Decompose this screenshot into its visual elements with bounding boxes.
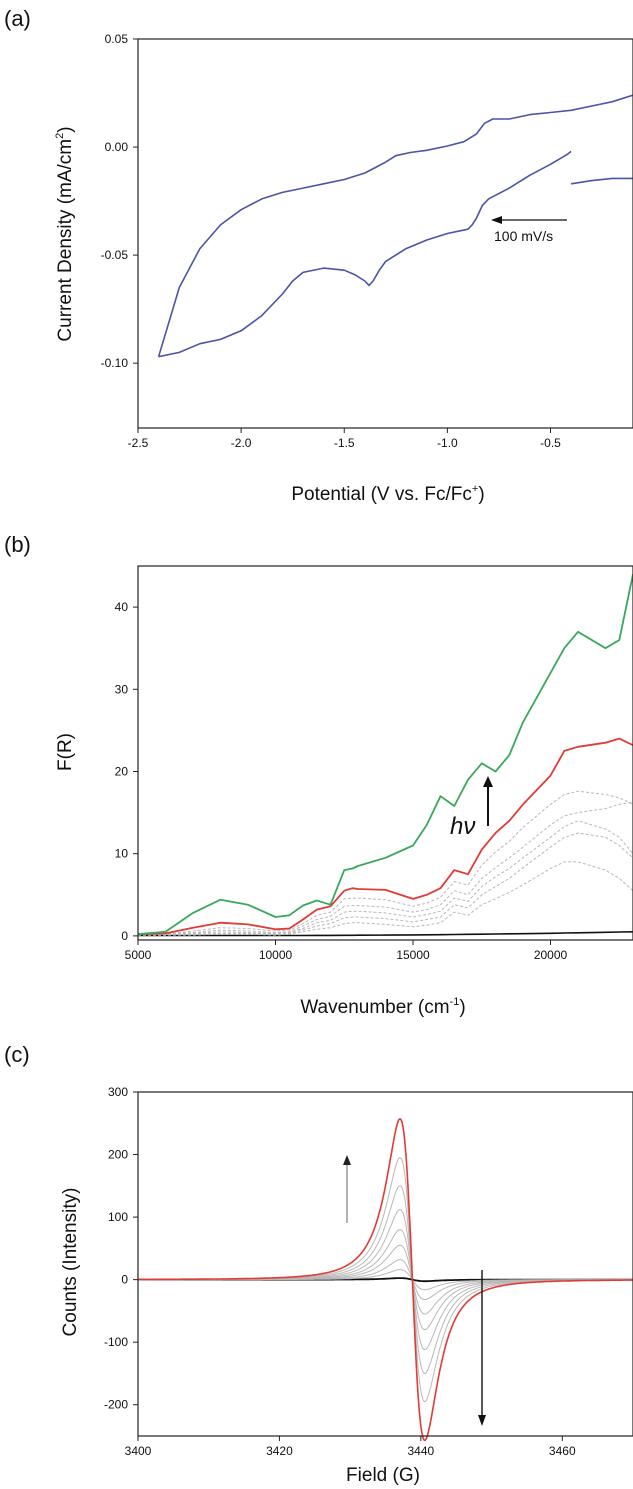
epr-trace-red: [137, 1118, 633, 1442]
cv-trace-3: [570, 177, 633, 185]
panel-a: (a) -2.5 -2.0 -1.5 -1.0 -0.5 0.05 0.00 -0.05 -0.…: [4, 6, 633, 505]
panel-b-ylabel: F(R): [55, 733, 76, 771]
panel-c-up-arrowhead: [343, 1155, 351, 1165]
panel-b-hv-label: hν: [450, 813, 475, 840]
x-tick-label: -1.5: [334, 436, 355, 450]
panel-c-plot: [137, 1118, 633, 1442]
y-tick-label: 10: [115, 847, 129, 861]
x-tick-label: 15000: [396, 948, 430, 962]
panel-c-frame: [137, 1091, 633, 1437]
x-tick-label: 10000: [259, 948, 293, 962]
y-tick-label: 30: [115, 682, 129, 696]
panel-c-down-arrowhead: [478, 1415, 486, 1426]
spectrum-line-gray: [137, 790, 633, 936]
x-tick-label: -1.0: [437, 436, 458, 450]
spectrum-line-black: [138, 931, 633, 937]
panel-b-light-arrowhead: [483, 776, 493, 787]
spectrum-line-green: [137, 574, 633, 936]
x-tick-label: 3440: [408, 1444, 435, 1458]
panel-a-ylabel: Current Density (mA/cm2): [54, 126, 76, 341]
panel-b-ticks: 5000 10000 15000 20000 0 10 20 30 40: [115, 600, 568, 962]
y-tick-label: -200: [104, 1398, 128, 1412]
x-tick-label: 3460: [549, 1444, 576, 1458]
y-tick-label: 0.05: [105, 32, 129, 46]
panel-b-plot: [137, 574, 633, 937]
cv-trace-2: [158, 150, 572, 358]
panel-a-scan-arrowhead: [491, 216, 502, 224]
y-tick-label: 0: [121, 929, 128, 943]
x-tick-label: 3400: [125, 1444, 152, 1458]
y-tick-label: 300: [108, 1085, 128, 1099]
x-tick-label: 20000: [534, 948, 568, 962]
spectrum-line-gray: [138, 861, 633, 936]
spectrum-line-gray: [138, 820, 633, 936]
panel-c: (c) 3400 3420 3440 3460 300 200 100 0 -100 -200 F…: [4, 1042, 633, 1486]
panel-b-frame: [137, 565, 633, 941]
panel-a-ticks: -2.5 -2.0 -1.5 -1.0 -0.5 0.05 0.00 -0.05 -0.10: [101, 32, 562, 450]
spectrum-line-gray: [137, 801, 633, 936]
x-tick-label: 5000: [125, 948, 152, 962]
panel-c-ticks: 3400 3420 3440 3460 300 200 100 0 -100 -200: [104, 1085, 576, 1458]
cv-trace-1: [157, 94, 633, 357]
y-tick-label: -0.05: [101, 248, 129, 262]
panel-c-label: (c): [4, 1042, 30, 1067]
x-tick-label: -2.5: [128, 436, 149, 450]
panel-a-frame: [137, 38, 633, 429]
y-tick-label: 40: [115, 600, 129, 614]
panel-c-ylabel: Counts (Intensity): [60, 1188, 81, 1337]
y-tick-label: -100: [104, 1335, 128, 1349]
panel-a-label: (a): [4, 6, 31, 31]
panel-b-label: (b): [4, 532, 31, 557]
y-tick-label: 20: [115, 764, 129, 778]
panel-b-xlabel: Wavenumber (cm-1): [300, 996, 465, 1018]
y-tick-label: -0.10: [101, 356, 129, 370]
y-tick-label: 0.00: [105, 140, 129, 154]
x-tick-label: -0.5: [540, 436, 561, 450]
spectrum-line-red: [137, 737, 633, 936]
panel-c-xlabel: Field (G): [346, 1465, 420, 1486]
panel-b: (b) 5000 10000 15000 20000 0 10 20 30 40 Wavenum…: [4, 532, 633, 1018]
y-tick-label: 0: [121, 1273, 128, 1287]
y-tick-label: 200: [108, 1148, 128, 1162]
spectrum-line-gray: [138, 832, 633, 936]
x-tick-label: -2.0: [231, 436, 252, 450]
panel-a-xlabel: Potential (V vs. Fc/Fc+): [291, 483, 484, 505]
y-tick-label: 100: [108, 1210, 128, 1224]
panel-a-scan-rate-label: 100 mV/s: [494, 228, 553, 244]
x-tick-label: 3420: [266, 1444, 293, 1458]
panel-a-plot: [157, 94, 633, 358]
